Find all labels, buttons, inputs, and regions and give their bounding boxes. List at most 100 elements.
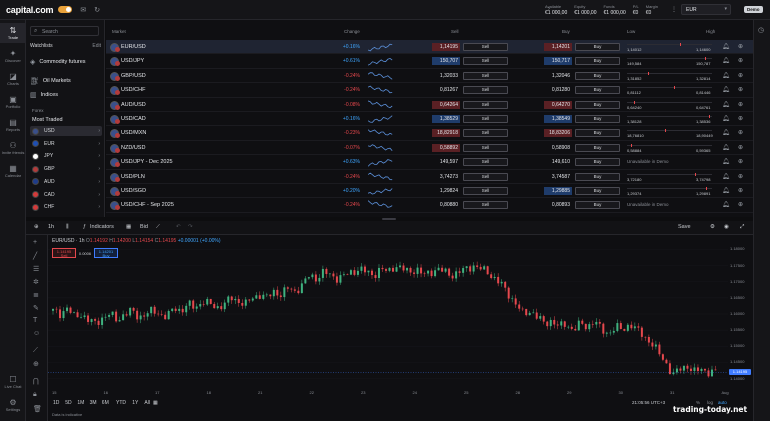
save-button[interactable]: Save [678,224,691,230]
buy-button[interactable]: Buy [575,43,620,51]
rail-item-trade[interactable]: ⇅ Trade [0,23,26,43]
history-icon[interactable]: ↻ [94,6,101,14]
add-to-watchlist-icon[interactable]: ⊕ [738,87,744,94]
rail-item-discover[interactable]: ✦ Discover [0,46,26,66]
col-market[interactable]: Market [112,29,126,34]
currency-select[interactable]: EUR [681,4,731,15]
sell-button[interactable]: Sell [463,71,508,80]
interval-select[interactable]: 1h [48,224,55,230]
bell-icon[interactable]: 🔔︎ [722,116,730,122]
panel-splitter[interactable] [26,217,753,221]
add-to-watchlist-icon[interactable]: ⊕ [738,159,744,166]
add-to-watchlist-icon[interactable]: ⊕ [738,202,744,209]
bell-icon[interactable]: 🔔︎ [722,58,730,65]
range-3m[interactable]: 3M [89,400,97,406]
rail-item-portfolio[interactable]: ▣ Portfolio [0,92,26,112]
network-icon[interactable]: ✲ [33,279,39,286]
trendline-icon[interactable]: ╱ [33,253,38,260]
add-to-watchlist-icon[interactable]: ⊕ [738,58,744,65]
add-to-watchlist-icon[interactable]: ⊕ [738,173,744,180]
market-name[interactable]: USD/SGD [121,188,147,194]
scale-option-percent[interactable]: % [696,400,701,405]
rail-item-live-chat[interactable]: ☐ Live Chat [0,375,26,395]
market-row[interactable]: USD/CHF - Sep 2025 -0.24% 0,80880 Sell 0,808… [106,198,753,213]
trash-icon[interactable]: 🗑︎ [33,406,42,413]
hlines-icon[interactable]: ☰ [33,266,40,273]
buy-button[interactable]: Buy [575,129,620,138]
buy-button[interactable]: Buy [575,57,620,66]
splitter-grip[interactable] [382,218,396,220]
add-to-watchlist-icon[interactable]: ⊕ [738,101,744,108]
lock-icon[interactable]: 🔒︎ [33,391,37,398]
market-name[interactable]: USD/CAD [121,116,146,122]
market-name[interactable]: USD/MXN [121,130,147,137]
fullscreen-icon[interactable]: ⤢ [740,224,745,230]
market-row[interactable]: AUD/USD -0.08% 0,64264 Sell 0,64270 Buy 0,6424… [106,98,753,112]
range-1y[interactable]: 1Y [132,400,139,406]
more-icon[interactable]: ⋮ [671,7,677,13]
demo-badge[interactable]: Demo [744,6,763,13]
brand-logo[interactable]: capital.com [6,4,54,15]
range-6m[interactable]: 6M [101,400,109,406]
sell-button[interactable]: Sell [463,115,508,123]
market-row[interactable]: NZD/USD -0.07% 0,58892 Sell 0,58908 Buy 0,5888… [106,141,753,156]
buy-button[interactable]: Buy [575,100,620,109]
currency-item[interactable]: JPY › [30,151,102,161]
buy-button[interactable]: Buy [575,158,620,167]
watchlist-category[interactable]: ▥ Indices [30,91,104,99]
layout-icon[interactable]: ▦ [126,224,132,230]
sell-button[interactable]: Sell [463,143,508,152]
bell-icon[interactable]: 🔔︎ [722,44,730,50]
col-change[interactable]: Change [344,29,360,34]
bell-icon[interactable]: 🔔︎ [722,72,730,79]
currency-item[interactable]: AUD › [30,177,102,187]
market-row[interactable]: EUR/USD +0.16% 1,14195 Sell 1,14201 Buy 1,1401… [106,40,753,55]
calendar-range-icon[interactable]: ▦ [153,400,158,406]
indicators-icon[interactable]: ƒ [83,224,87,230]
col-sell[interactable]: Sell [451,29,459,34]
market-name[interactable]: USD/CHF - Sep 2025 [121,202,174,209]
rail-item-charts[interactable]: ◪ Charts [0,69,26,89]
price-chart[interactable]: EUR/USD · 1h O1.14192 H1.14200 L1.14154 … [48,235,753,421]
ruler-icon[interactable]: ⟋ [33,347,38,354]
buy-button[interactable]: Buy [575,143,620,152]
sell-button[interactable]: Sell [463,86,508,95]
market-name[interactable]: USD/JPY - Dec 2025 [121,159,173,166]
range-1d[interactable]: 1D [53,400,60,406]
market-row[interactable]: GBP/USD -0.24% 1,32033 Sell 1,32046 Buy 1,3185… [106,69,753,84]
indicators-button[interactable]: Indicators [90,224,114,230]
sell-button[interactable]: Sell [463,57,508,66]
market-row[interactable]: USD/CAD +0.16% 1,38529 Sell 1,38549 Buy 1,3812… [106,112,753,127]
bid-select[interactable]: Bid [140,224,148,230]
crosshair-icon[interactable]: + [33,239,38,246]
undo-icon[interactable]: ↶ [176,224,181,230]
market-name[interactable]: USD/CHF [121,87,146,94]
brush-icon[interactable]: ✎ [33,305,39,312]
add-to-watchlist-icon[interactable]: ⊕ [738,72,744,79]
market-row[interactable]: USD/JPY - Dec 2025 +0.63% 149,597 Sell 149,6… [106,155,753,170]
market-name[interactable]: AUD/USD [121,101,146,108]
range-all[interactable]: All [144,400,150,406]
currency-item[interactable]: CAD › [30,190,102,200]
sell-button[interactable]: Sell [463,201,508,210]
range-ytd[interactable]: YTD [116,400,126,406]
sell-button[interactable]: Sell [463,158,508,167]
buy-button[interactable]: Buy [575,115,620,123]
sell-button[interactable]: Sell [463,100,508,109]
bell-icon[interactable]: 🔔︎ [722,130,730,137]
settings-icon[interactable]: ⚙ [710,224,715,230]
emoji-icon[interactable]: ☺ [33,330,41,337]
bell-icon[interactable]: 🔔︎ [722,188,730,194]
scale-option-auto[interactable]: auto [718,400,727,405]
most-traded-label[interactable]: Most Traded [32,117,63,123]
sell-button[interactable]: Sell [463,43,508,51]
camera-icon[interactable]: ◉ [724,224,729,230]
market-row[interactable]: USD/JPY +0.61% 150,707 Sell 150,717 Buy 149,58… [106,54,753,69]
market-row[interactable]: USD/MXN -0.23% 18,82918 Sell 18,83206 Buy 18,7… [106,126,753,141]
buy-button[interactable]: Buy [575,71,620,80]
market-row[interactable]: USD/SGD +0.20% 1,29824 Sell 1,29885 Buy 1,2937… [106,184,753,199]
buy-button[interactable]: Buy [575,86,620,95]
market-name[interactable]: USD/JPY [121,58,145,65]
range-5d[interactable]: 5D [65,400,72,406]
add-symbol-icon[interactable]: ⊕ [34,224,39,230]
